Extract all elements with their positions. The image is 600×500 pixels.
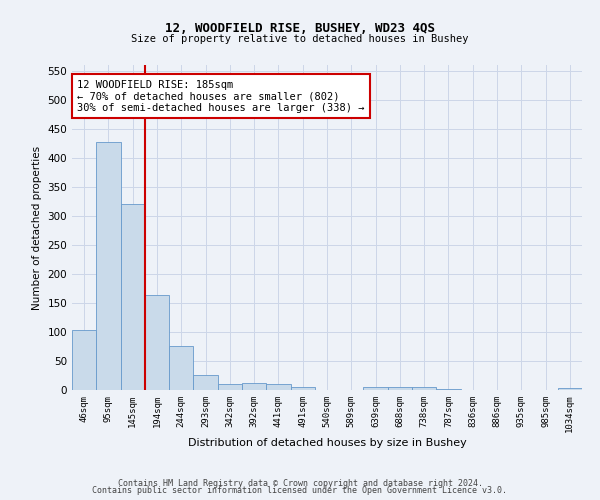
- Bar: [218, 384, 242, 390]
- Bar: [96, 142, 121, 390]
- Bar: [193, 375, 218, 390]
- Bar: [412, 387, 436, 390]
- Bar: [436, 389, 461, 390]
- Text: Size of property relative to detached houses in Bushey: Size of property relative to detached ho…: [131, 34, 469, 44]
- Text: Contains public sector information licensed under the Open Government Licence v3: Contains public sector information licen…: [92, 486, 508, 495]
- X-axis label: Distribution of detached houses by size in Bushey: Distribution of detached houses by size …: [188, 438, 466, 448]
- Y-axis label: Number of detached properties: Number of detached properties: [32, 146, 42, 310]
- Bar: [242, 383, 266, 390]
- Text: 12, WOODFIELD RISE, BUSHEY, WD23 4QS: 12, WOODFIELD RISE, BUSHEY, WD23 4QS: [165, 22, 435, 36]
- Bar: [121, 204, 145, 390]
- Text: Contains HM Land Registry data © Crown copyright and database right 2024.: Contains HM Land Registry data © Crown c…: [118, 478, 482, 488]
- Bar: [388, 387, 412, 390]
- Bar: [290, 386, 315, 390]
- Bar: [169, 346, 193, 390]
- Bar: [364, 387, 388, 390]
- Bar: [558, 388, 582, 390]
- Bar: [266, 384, 290, 390]
- Text: 12 WOODFIELD RISE: 185sqm
← 70% of detached houses are smaller (802)
30% of semi: 12 WOODFIELD RISE: 185sqm ← 70% of detac…: [77, 80, 365, 113]
- Bar: [145, 296, 169, 390]
- Bar: [72, 330, 96, 390]
